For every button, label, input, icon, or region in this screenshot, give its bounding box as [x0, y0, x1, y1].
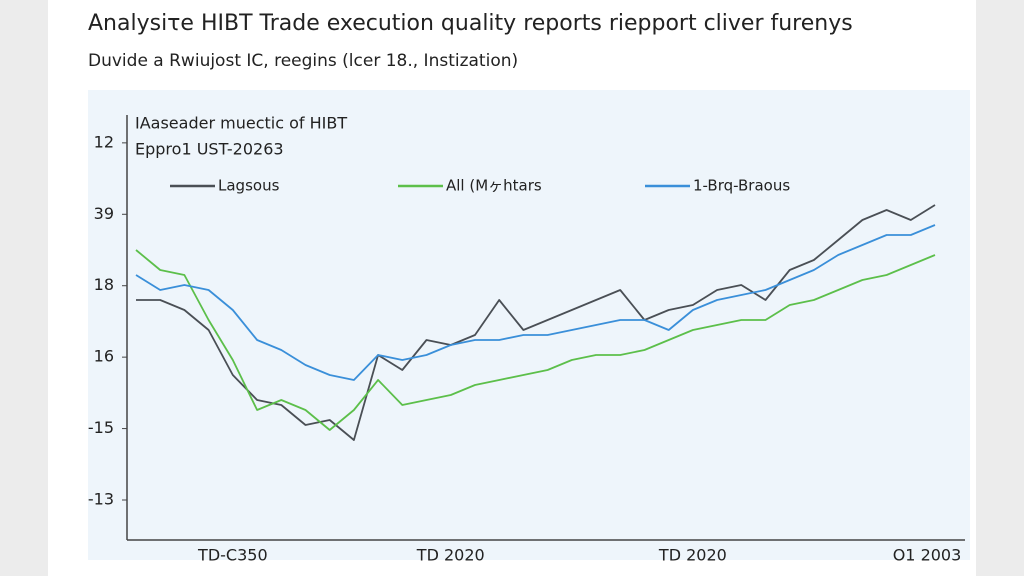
annotation: IAaseader muectic of HIBT: [135, 114, 347, 133]
y-tick-label: 18: [94, 275, 114, 294]
y-tick-label: 16: [94, 347, 114, 366]
plot-panel: [88, 90, 970, 560]
x-tick-label: TD 2020: [416, 546, 485, 565]
chart-title: Analysiτe HIBT Trade execution quality r…: [88, 11, 853, 36]
series-line: [135, 224, 936, 381]
x-tick-label: O1 2003: [893, 546, 962, 565]
legend-label: All (Mヶhtars: [446, 177, 542, 195]
chart-subtitle: Duvide a Rwiujost IC, reegins (lcer 18.,…: [88, 51, 518, 71]
series-line: [136, 204, 936, 441]
y-tick-label: -15: [88, 418, 114, 437]
y-tick-label: -13: [88, 490, 114, 509]
y-tick-label: 39: [94, 204, 114, 223]
y-tick-label: 12: [94, 132, 114, 151]
annotation: Eppro1 UST-20263: [135, 140, 284, 159]
series-line: [135, 249, 936, 431]
legend-label: 1-Brq-Braous: [693, 177, 790, 195]
legend-label: Lagsous: [218, 177, 280, 195]
x-tick-label: TD-C350: [197, 546, 268, 565]
x-tick-label: TD 2020: [658, 546, 727, 565]
